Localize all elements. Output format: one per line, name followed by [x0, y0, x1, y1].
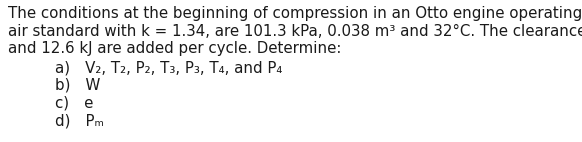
Text: d) Pₘ: d) Pₘ: [55, 113, 104, 128]
Text: and 12.6 kJ are added per cycle. Determine:: and 12.6 kJ are added per cycle. Determi…: [8, 41, 342, 56]
Text: air standard with k = 1.34, are 101.3 kPa, 0.038 m³ and 32°C. The clearance is 1: air standard with k = 1.34, are 101.3 kP…: [8, 23, 582, 38]
Text: c) e: c) e: [55, 96, 93, 110]
Text: The conditions at the beginning of compression in an Otto engine operating on ho: The conditions at the beginning of compr…: [8, 6, 582, 21]
Text: b) W: b) W: [55, 78, 100, 93]
Text: a) V₂, T₂, P₂, T₃, P₃, T₄, and P₄: a) V₂, T₂, P₂, T₃, P₃, T₄, and P₄: [55, 60, 282, 76]
